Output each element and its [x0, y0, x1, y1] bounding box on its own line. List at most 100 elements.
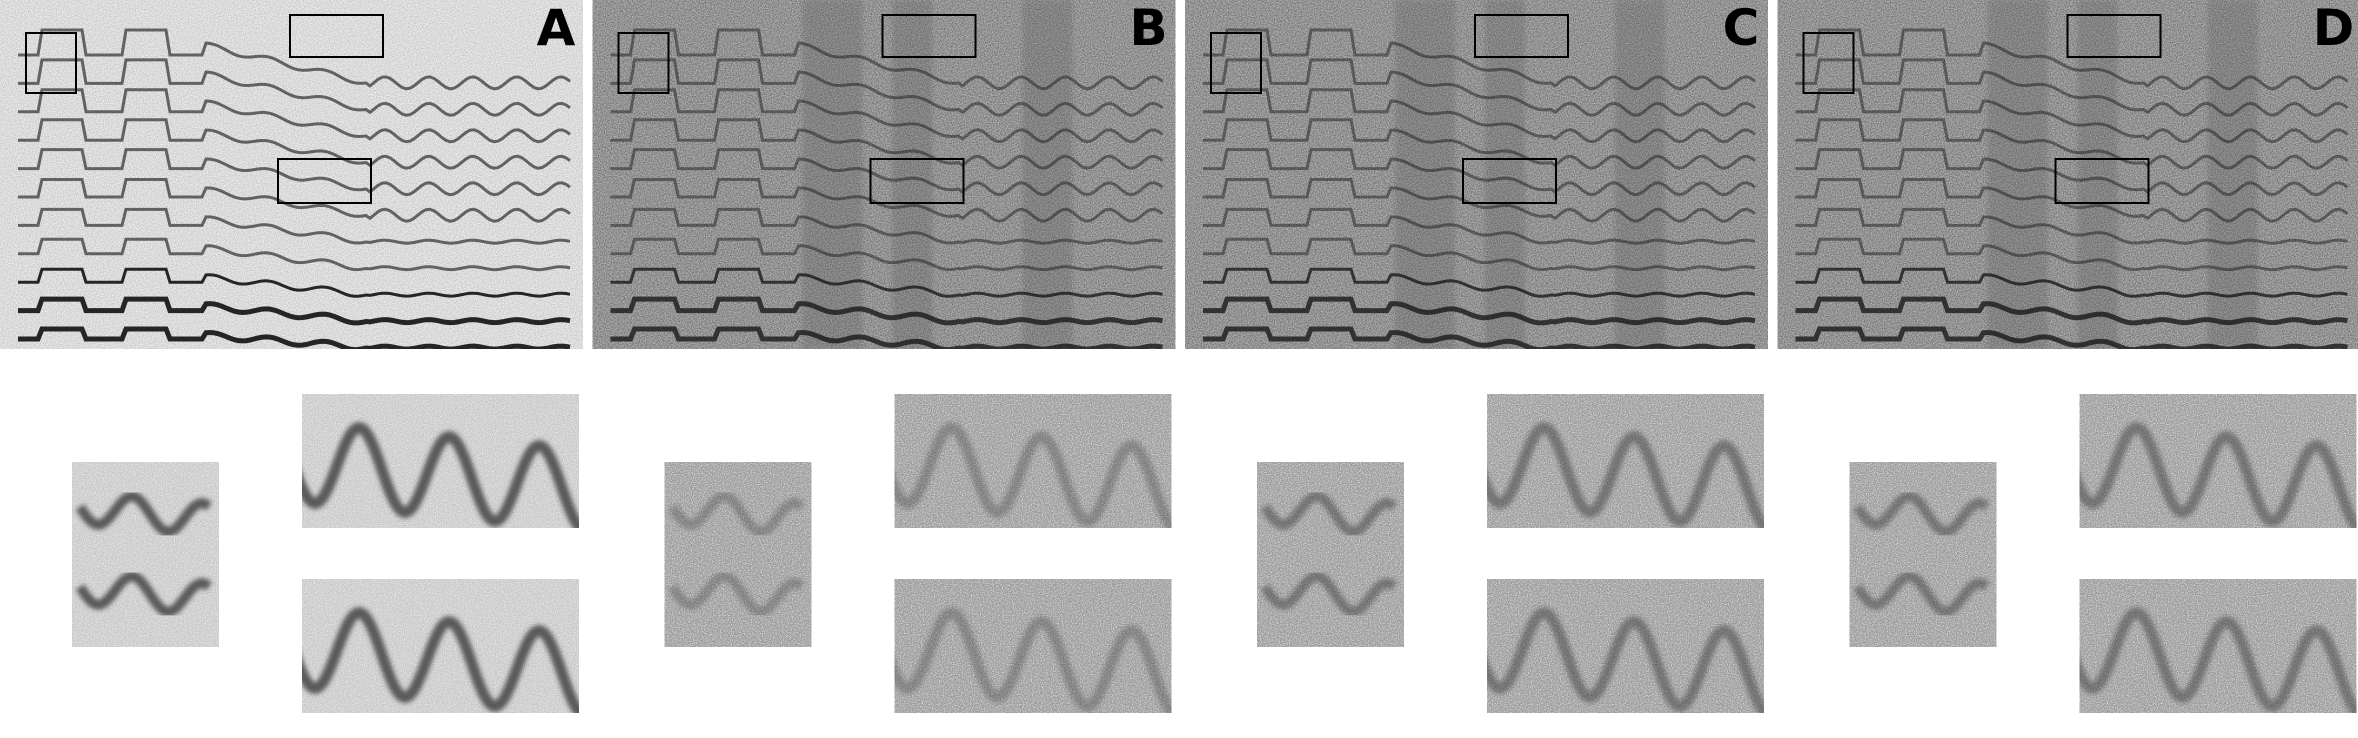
harmonic [18, 118, 571, 170]
harmonic [1203, 58, 1756, 117]
zoom-track [75, 571, 212, 617]
highlight-box [1210, 32, 1262, 94]
zoom-track [302, 606, 579, 713]
zoom-inset [302, 394, 579, 528]
harmonic [610, 267, 1163, 298]
zoom-track [2079, 606, 2357, 713]
harmonic [610, 118, 1164, 170]
highlight-box [617, 32, 670, 94]
zoom-track [2079, 421, 2357, 528]
zoom-track [75, 491, 212, 537]
harmonic [610, 28, 1164, 91]
harmonic [610, 296, 1163, 326]
harmonic [18, 237, 571, 272]
noise-band [2077, 0, 2118, 349]
panel: C [1185, 0, 1768, 713]
panel-label: D [2313, 0, 2355, 57]
harmonic [1203, 28, 1756, 91]
zoom-noise [72, 462, 219, 647]
panel-label: C [1723, 0, 1760, 57]
zoom-track [1260, 571, 1397, 617]
harmonic [610, 178, 1164, 223]
zoom-inset [894, 394, 1172, 528]
zoom-noise [1487, 394, 1764, 528]
zoom-track [1487, 421, 1764, 528]
panel: A [0, 0, 583, 713]
zoom-inset [1257, 462, 1404, 647]
harmonic [1795, 88, 2349, 144]
harmonic [1203, 267, 1756, 298]
highlight-box [1474, 14, 1569, 58]
highlight-box [881, 14, 977, 58]
zoom-inset [664, 462, 812, 647]
zoom-noise [1849, 462, 1997, 647]
zoom-track [1487, 606, 1764, 713]
harmonic [1203, 178, 1756, 223]
zoom-track [668, 491, 805, 537]
noise-band [1615, 0, 1665, 349]
zoom-noise [894, 579, 1172, 713]
highlight-box [869, 158, 965, 204]
zoom-inset [302, 579, 579, 713]
spectrogram-noise [1777, 0, 2358, 349]
panel: B [592, 0, 1176, 713]
harmonic [1203, 207, 1756, 245]
zoom-noise [2079, 579, 2357, 713]
harmonic [18, 58, 571, 117]
zoom-track [668, 571, 805, 617]
zoom-track [302, 421, 579, 528]
harmonic [18, 267, 571, 298]
zoom-noise [2079, 394, 2357, 528]
spectrogram [592, 0, 1176, 349]
harmonic [1203, 326, 1756, 349]
panel-label: A [537, 0, 576, 57]
harmonic [18, 296, 571, 326]
zoom-track [1853, 571, 1990, 617]
panel-label: B [1129, 0, 1167, 57]
harmonic [18, 88, 571, 144]
spectrogram-noise [1185, 0, 1768, 349]
spectrogram [1185, 0, 1768, 349]
zoom-track [894, 421, 1172, 528]
harmonic [610, 237, 1163, 272]
noise-band [1485, 0, 1525, 349]
harmonic [1203, 88, 1756, 144]
spectrogram [0, 0, 583, 349]
harmonic [18, 326, 571, 349]
harmonic [1795, 326, 2348, 349]
zoom-noise [302, 579, 579, 713]
highlight-box [289, 14, 384, 58]
noise-band [892, 0, 933, 349]
zoom-inset [72, 462, 219, 647]
harmonic [1795, 28, 2349, 91]
spectrogram-noise [592, 0, 1176, 349]
highlight-box [2066, 14, 2162, 58]
harmonic [1203, 237, 1756, 272]
harmonic [610, 326, 1163, 349]
zoom-track [894, 606, 1172, 713]
harmonic [1795, 267, 2348, 298]
harmonic [18, 148, 571, 197]
harmonic [610, 88, 1164, 144]
noise-band [2207, 0, 2258, 349]
harmonic [1795, 207, 2348, 245]
zoom-noise [302, 394, 579, 528]
zoom-inset [1849, 462, 1997, 647]
spectrogram [1777, 0, 2358, 349]
noise-band [1987, 0, 2048, 349]
zoom-noise [664, 462, 812, 647]
zoom-inset [1487, 579, 1764, 713]
harmonic [1203, 118, 1756, 170]
noise-band [1022, 0, 1073, 349]
highlight-box [2054, 158, 2150, 204]
harmonic [1795, 296, 2348, 326]
highlight-box [25, 32, 77, 94]
harmonic [18, 28, 571, 91]
harmonic [1795, 148, 2349, 197]
spectrogram-noise [0, 0, 583, 349]
harmonic [18, 178, 571, 223]
zoom-inset [1487, 394, 1764, 528]
harmonic [610, 207, 1163, 245]
